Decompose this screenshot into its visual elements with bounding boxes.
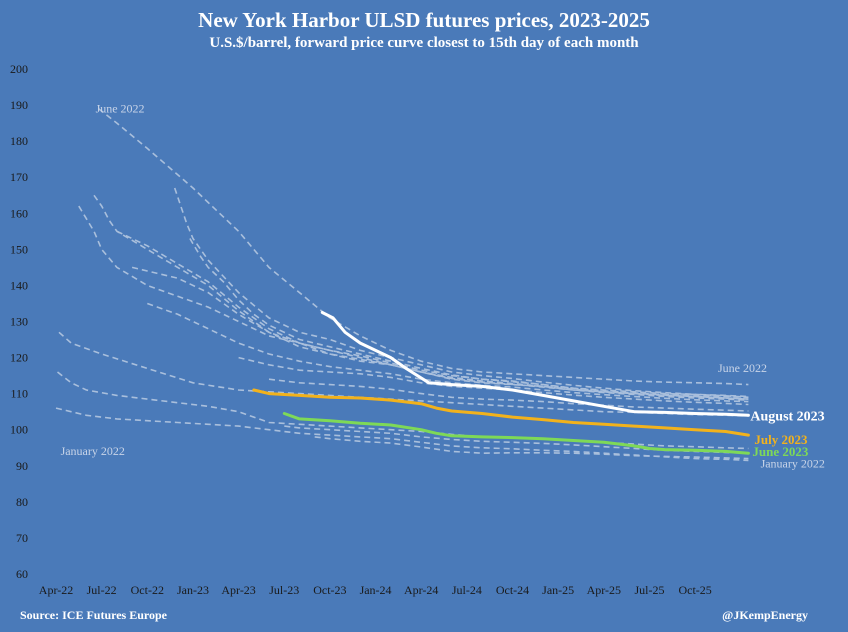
x-tick-label: Jul-24 xyxy=(452,583,482,597)
x-tick-label: Apr-25 xyxy=(587,583,621,597)
series-label-june-2023: June 2023 xyxy=(752,444,808,459)
credit-label: @JKempEnergy xyxy=(722,608,808,622)
y-axis: 60 70 80 90 100 110 120 130 140 150 160 170 180 190 20… xyxy=(10,62,28,581)
historical-curve-line xyxy=(57,371,749,450)
x-tick-label: Apr-24 xyxy=(404,583,438,597)
x-tick-label: Apr-22 xyxy=(39,583,73,597)
series-label-august-2023: August 2023 xyxy=(750,409,824,424)
annotation-label: June 2022 xyxy=(718,361,767,375)
historical-curve-line xyxy=(147,302,749,403)
historical-curve-line xyxy=(55,407,749,462)
historical-curve-line xyxy=(189,238,749,400)
historical-curve-line xyxy=(58,331,749,417)
y-tick-label: 60 xyxy=(16,567,28,581)
y-tick-label: 160 xyxy=(10,206,28,220)
annotations: June 2022 June 2022 January 2022 January 20… xyxy=(61,101,825,470)
y-tick-label: 180 xyxy=(10,134,28,148)
annotation-label: June 2022 xyxy=(96,101,145,115)
source-label: Source: ICE Futures Europe xyxy=(20,608,168,622)
x-tick-label: Jul-23 xyxy=(269,583,299,597)
y-tick-label: 200 xyxy=(10,62,28,76)
x-tick-label: Oct-24 xyxy=(496,583,529,597)
x-tick-label: Oct-22 xyxy=(131,583,164,597)
y-tick-label: 170 xyxy=(10,170,28,184)
x-tick-label: Apr-23 xyxy=(221,583,255,597)
y-tick-label: 90 xyxy=(16,459,28,473)
y-tick-label: 190 xyxy=(10,98,28,112)
x-tick-label: Jan-25 xyxy=(542,583,574,597)
series-line-july-2023 xyxy=(252,388,750,437)
y-tick-label: 150 xyxy=(10,242,28,256)
x-tick-label: Jan-23 xyxy=(177,583,209,597)
historical-curve-line xyxy=(268,378,749,412)
chart-subtitle: U.S.$/barrel, forward price curve closes… xyxy=(209,35,639,51)
historical-curve-line xyxy=(93,194,749,400)
historical-curves xyxy=(55,108,749,462)
series-line-june-2023 xyxy=(282,412,750,455)
y-tick-label: 100 xyxy=(10,423,28,437)
highlight-curves xyxy=(252,311,750,455)
x-tick-label: Oct-25 xyxy=(678,583,711,597)
x-tick-label: Jul-22 xyxy=(87,583,117,597)
historical-curve-line xyxy=(173,187,749,399)
series-line-august-2023 xyxy=(320,311,750,417)
x-tick-label: Jan-24 xyxy=(360,583,392,597)
x-tick-label: Oct-23 xyxy=(313,583,346,597)
y-tick-label: 70 xyxy=(16,531,28,545)
y-tick-label: 120 xyxy=(10,351,28,365)
y-tick-label: 140 xyxy=(10,278,28,292)
annotation-label: January 2022 xyxy=(761,457,825,471)
y-tick-label: 130 xyxy=(10,315,28,329)
x-axis: Apr-22 Jul-22 Oct-22 Jan-23 Apr-23 Jul-23 Oct-… xyxy=(39,583,712,597)
x-tick-label: Jul-25 xyxy=(634,583,664,597)
chart-title: New York Harbor ULSD futures prices, 202… xyxy=(198,8,650,32)
y-tick-label: 110 xyxy=(10,387,28,401)
historical-curve-line xyxy=(314,436,749,460)
y-tick-label: 80 xyxy=(16,495,28,509)
historical-curve-line xyxy=(116,230,749,398)
series-label-july-2023: July 2023 xyxy=(754,432,808,447)
historical-curve-line xyxy=(131,266,749,401)
annotation-label: January 2022 xyxy=(61,444,125,458)
historical-curve-line xyxy=(98,108,749,386)
